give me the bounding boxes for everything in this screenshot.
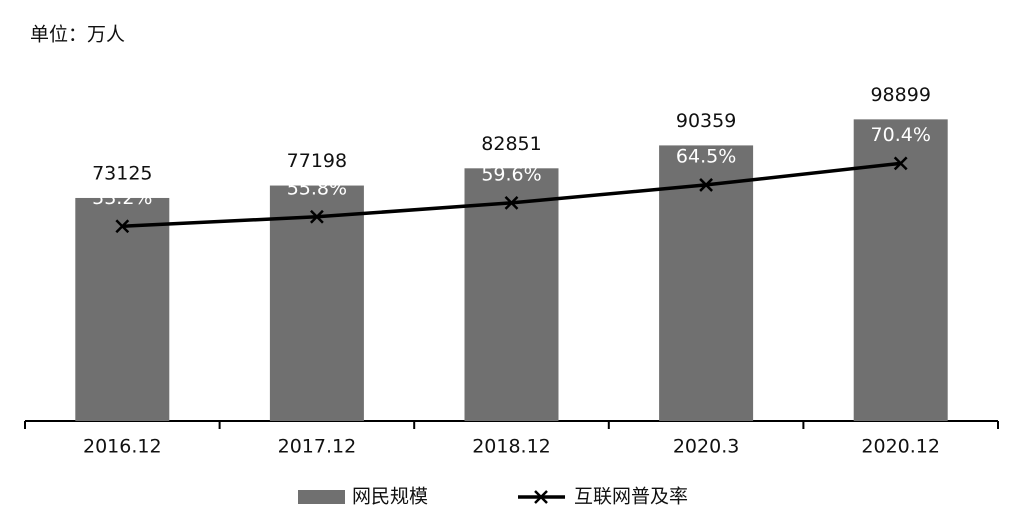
bar-value-label: 77198 <box>287 150 347 172</box>
x-tick-label: 2020.3 <box>673 436 739 458</box>
line-marker <box>699 178 713 192</box>
line-value-label: 53.2% <box>92 187 152 209</box>
bar <box>853 119 948 422</box>
unit-label: 单位：万人 <box>30 24 125 46</box>
bar <box>464 168 559 421</box>
bar <box>659 145 754 422</box>
x-tick-label: 2017.12 <box>278 436 357 458</box>
bar-value-label: 98899 <box>870 84 930 106</box>
bar <box>75 197 170 421</box>
line-marker <box>115 219 130 234</box>
legend-label: 互联网普及率 <box>574 486 688 508</box>
bar-value-label: 90359 <box>676 110 736 132</box>
bar-value-label: 82851 <box>481 133 541 155</box>
x-tick-label: 2018.12 <box>472 436 551 458</box>
bar <box>269 185 364 421</box>
x-tick-label: 2020.12 <box>861 436 940 458</box>
line-marker <box>893 156 908 171</box>
x-tick-label: 2016.12 <box>83 436 162 458</box>
line-value-label: 70.4% <box>871 124 931 146</box>
legend-swatch <box>298 490 345 504</box>
legend-label: 网民规模 <box>352 486 428 508</box>
line-value-label: 59.6% <box>481 163 541 185</box>
line-value-label: 64.5% <box>676 145 736 167</box>
line-marker <box>504 195 519 210</box>
line-marker <box>310 209 324 224</box>
legend-marker <box>534 490 548 504</box>
line-value-label: 55.8% <box>287 177 347 199</box>
bar-value-label: 73125 <box>92 162 152 184</box>
